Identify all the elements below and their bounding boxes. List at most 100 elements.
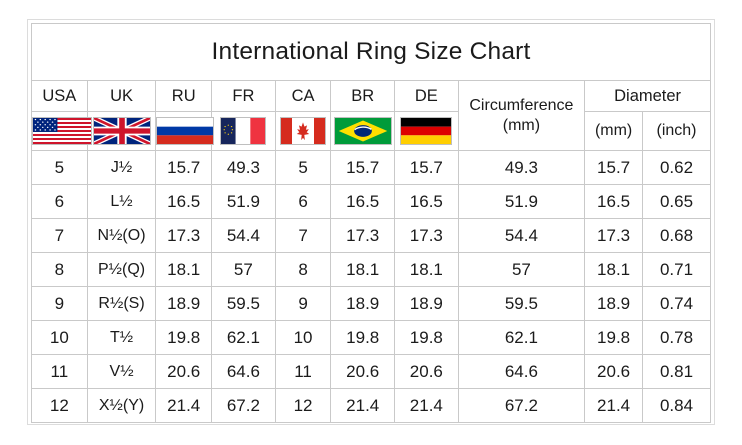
cell-ru: 18.9 [155, 286, 213, 321]
cell-uk: N½(O) [86, 218, 157, 253]
table-row: 8 P½(Q) 18.1 57 8 18.1 18.1 57 18.1 0.71 [31, 252, 711, 287]
cell-de: 16.5 [394, 184, 459, 219]
table-row: 12 X½(Y) 21.4 67.2 12 21.4 21.4 67.2 21.4 0.84 [31, 388, 711, 423]
cell-diameter_mm: 18.1 [584, 252, 644, 287]
circumference-unit: (mm) [502, 116, 541, 134]
column-header-diameter: Diameter [584, 80, 711, 112]
flag-usa-icon [32, 117, 92, 145]
cell-circumference_mm: 67.2 [457, 388, 586, 423]
cell-ru: 19.8 [155, 320, 213, 355]
cell-diameter_inch: 0.74 [642, 286, 711, 321]
cell-ca: 10 [274, 320, 332, 355]
flag-cell-ru [155, 111, 215, 151]
cell-br: 20.6 [330, 354, 396, 389]
flag-cell-ca [274, 111, 332, 151]
cell-ca: 7 [274, 218, 332, 253]
cell-de: 20.6 [394, 354, 459, 389]
cell-diameter_mm: 15.7 [584, 150, 644, 185]
header-code-row: USA UK RU FR CA BR DE Circumference (mm)… [31, 80, 711, 151]
cell-fr: 59.5 [211, 286, 276, 321]
cell-ru: 16.5 [155, 184, 213, 219]
cell-usa: 7 [31, 218, 88, 253]
cell-ru: 21.4 [155, 388, 213, 423]
cell-usa: 12 [31, 388, 88, 423]
cell-diameter_inch: 0.65 [642, 184, 711, 219]
cell-usa: 8 [31, 252, 88, 287]
cell-br: 19.8 [330, 320, 396, 355]
flag-uk-icon [92, 117, 151, 145]
column-header-diameter-mm: (mm) [584, 111, 644, 151]
international-ring-size-table: International Ring Size Chart USA UK RU … [31, 23, 711, 423]
ring-size-chart-frame: International Ring Size Chart USA UK RU … [27, 19, 715, 425]
cell-ca: 8 [274, 252, 332, 287]
cell-de: 15.7 [394, 150, 459, 185]
header-flag-row: (mm) (inch) [31, 111, 711, 151]
table-row: 10 T½ 19.8 62.1 10 19.8 19.8 62.1 19.8 0.78 [31, 320, 711, 355]
circumference-label: Circumference [469, 96, 574, 114]
column-header-usa: USA [31, 80, 88, 112]
flag-cell-br [330, 111, 396, 151]
cell-de: 18.9 [394, 286, 459, 321]
cell-ru: 17.3 [155, 218, 213, 253]
cell-fr: 62.1 [211, 320, 276, 355]
column-header-ca: CA [274, 80, 332, 112]
page-title: International Ring Size Chart [31, 23, 711, 81]
cell-diameter_inch: 0.62 [642, 150, 711, 185]
column-header-de: DE [394, 80, 459, 112]
flag-ca-icon [280, 117, 327, 145]
cell-fr: 64.6 [211, 354, 276, 389]
cell-circumference_mm: 51.9 [457, 184, 586, 219]
cell-fr: 67.2 [211, 388, 276, 423]
cell-br: 18.9 [330, 286, 396, 321]
table-body: 5 J½ 15.7 49.3 5 15.7 15.7 49.3 15.7 0.62 6 L½ 16.5 5… [31, 150, 711, 423]
cell-uk: V½ [86, 354, 157, 389]
cell-diameter_mm: 16.5 [584, 184, 644, 219]
cell-uk: T½ [86, 320, 157, 355]
cell-fr: 51.9 [211, 184, 276, 219]
cell-ru: 15.7 [155, 150, 213, 185]
cell-fr: 49.3 [211, 150, 276, 185]
cell-br: 16.5 [330, 184, 396, 219]
cell-br: 15.7 [330, 150, 396, 185]
cell-circumference_mm: 49.3 [457, 150, 586, 185]
cell-circumference_mm: 62.1 [457, 320, 586, 355]
cell-ca: 6 [274, 184, 332, 219]
table-row: 7 N½(O) 17.3 54.4 7 17.3 17.3 54.4 17.3 0.68 [31, 218, 711, 253]
cell-ca: 11 [274, 354, 332, 389]
cell-fr: 57 [211, 252, 276, 287]
cell-diameter_mm: 18.9 [584, 286, 644, 321]
table-row: 9 R½(S) 18.9 59.5 9 18.9 18.9 59.5 18.9 0.74 [31, 286, 711, 321]
cell-circumference_mm: 57 [457, 252, 586, 287]
cell-diameter_mm: 19.8 [584, 320, 644, 355]
cell-circumference_mm: 54.4 [457, 218, 586, 253]
cell-de: 17.3 [394, 218, 459, 253]
cell-de: 18.1 [394, 252, 459, 287]
cell-br: 18.1 [330, 252, 396, 287]
column-header-circumference: Circumference (mm) [457, 80, 586, 151]
flag-ru-icon [156, 117, 215, 145]
cell-usa: 6 [31, 184, 88, 219]
cell-diameter_inch: 0.81 [642, 354, 711, 389]
cell-usa: 9 [31, 286, 88, 321]
cell-circumference_mm: 64.6 [457, 354, 586, 389]
cell-uk: R½(S) [86, 286, 157, 321]
cell-usa: 11 [31, 354, 88, 389]
title-row: International Ring Size Chart [31, 23, 711, 81]
column-header-fr: FR [211, 80, 276, 112]
flag-de-icon [400, 117, 453, 145]
column-header-br: BR [330, 80, 396, 112]
cell-usa: 10 [31, 320, 88, 355]
flag-cell-uk [86, 111, 157, 151]
cell-de: 19.8 [394, 320, 459, 355]
cell-diameter_inch: 0.71 [642, 252, 711, 287]
cell-ru: 20.6 [155, 354, 213, 389]
cell-uk: P½(Q) [86, 252, 157, 287]
cell-diameter_mm: 20.6 [584, 354, 644, 389]
table-row: 6 L½ 16.5 51.9 6 16.5 16.5 51.9 16.5 0.65 [31, 184, 711, 219]
cell-br: 21.4 [330, 388, 396, 423]
cell-diameter_inch: 0.84 [642, 388, 711, 423]
cell-uk: L½ [86, 184, 157, 219]
flag-cell-fr [211, 111, 276, 151]
cell-diameter_mm: 21.4 [584, 388, 644, 423]
